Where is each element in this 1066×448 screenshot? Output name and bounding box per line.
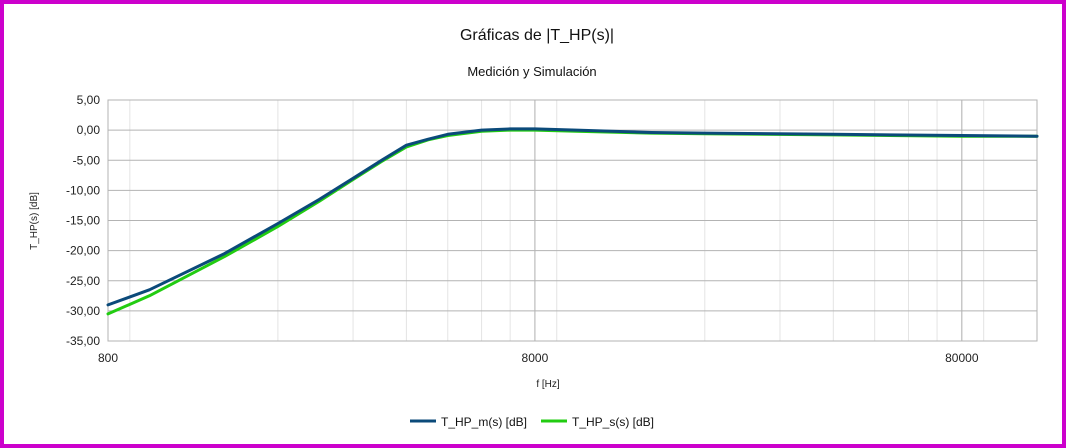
chart-subtitle: Medición y Simulación xyxy=(467,64,596,79)
y-tick-label: 0,00 xyxy=(77,123,101,137)
chart-title: Gráficas de |T_HP(s)| xyxy=(460,27,614,44)
axis-ticks: 5,00 0,00 -5,00 -10,00 -15,00 -20,00 -25,00 -30… xyxy=(66,93,979,365)
x-tick-label: 80000 xyxy=(945,351,979,365)
x-tick-label: 8000 xyxy=(522,351,549,365)
series-line-simulated xyxy=(106,128,1039,316)
y-axis-label: T_HP(s) [dB] xyxy=(29,192,40,250)
y-tick-label: -30,00 xyxy=(66,304,100,318)
y-tick-label: -5,00 xyxy=(73,153,101,167)
y-tick-label: -25,00 xyxy=(66,274,100,288)
series-line-measured xyxy=(106,127,1039,307)
plot-area-border xyxy=(107,99,1038,342)
legend: T_HP_m(s) [dB] T_HP_s(s) [dB] xyxy=(410,415,654,429)
y-tick-label: -10,00 xyxy=(66,183,100,197)
legend-label: T_HP_s(s) [dB] xyxy=(572,415,654,429)
y-tick-label: -35,00 xyxy=(66,334,100,348)
x-tick-label: 800 xyxy=(98,351,118,365)
series-lines xyxy=(106,127,1039,316)
y-tick-label: -15,00 xyxy=(66,214,100,228)
y-tick-label: 5,00 xyxy=(77,93,101,107)
x-axis-label: f [Hz] xyxy=(536,379,560,390)
y-tick-label: -20,00 xyxy=(66,244,100,258)
legend-label: T_HP_m(s) [dB] xyxy=(441,415,527,429)
